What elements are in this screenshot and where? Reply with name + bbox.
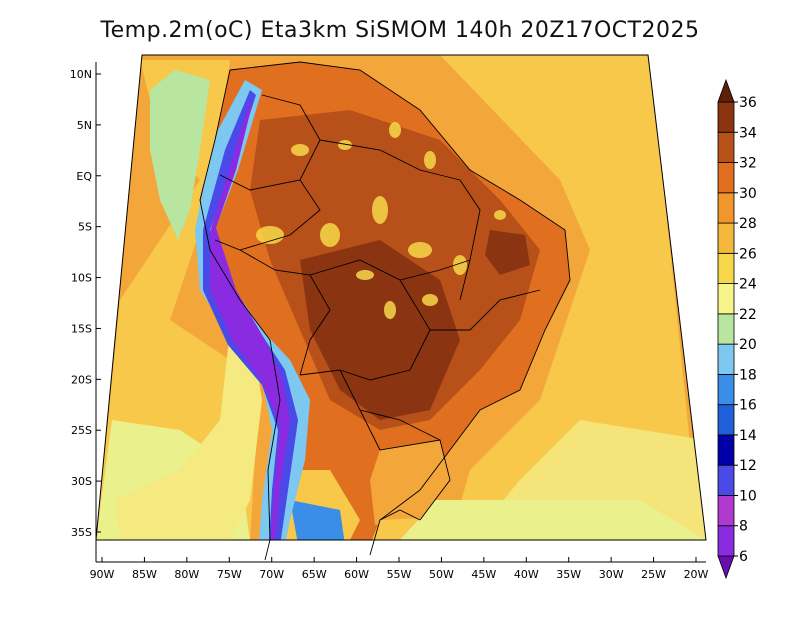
colorbar-label: 26 [739,246,757,262]
south-brazil-cool [370,440,450,525]
colorbar-label: 28 [739,216,757,232]
colorbar-swatch [717,252,735,284]
colorbar-label: 24 [739,277,757,293]
pacific-mild-band [96,60,260,540]
colorbar-label: 20 [739,337,757,353]
lat-tick-label: 5N [77,119,92,132]
lon-tick-label: 35W [556,568,581,581]
colorbar-swatch [717,464,735,496]
colorbar: 6 8 10 12 14 16 18 20 22 24 26 28 30 32 34 36 [717,78,757,580]
colorbar-swatch [717,434,735,466]
lon-tick-label: 40W [514,568,539,581]
colorbar-label: 16 [739,398,757,414]
uruguay-cool [370,518,420,540]
latitude-axis: 10N 5N EQ 5S 10S 15S 20S 25S 30S 35S [70,68,101,539]
lat-tick-label: 5S [78,221,92,234]
lat-tick-label: 20S [71,373,92,386]
colorbar-label: 36 [739,95,757,111]
country-borders [199,61,571,561]
colorbar-swatch [717,495,735,527]
lat-tick-label: 15S [71,322,92,335]
lat-tick-label: 10N [70,68,92,81]
colorbar-label: 22 [739,307,757,323]
colorbar-label: 12 [739,458,757,474]
lon-tick-label: 45W [471,568,496,581]
colorbar-swatch [717,101,735,133]
lon-tick-label: 25W [641,568,666,581]
northeast-hottest-region [485,230,530,275]
colorbar-swatch [717,373,735,406]
colorbar-swatch [717,162,735,194]
colorbar-swatch [717,343,735,375]
lon-tick-label: 65W [302,568,327,581]
lon-tick-label: 85W [132,568,157,581]
map-title: Temp.2m(oC) Eta3km SiSMOM 140h 20Z17OCT2… [100,18,700,43]
lat-tick-label: 25S [71,424,92,437]
colorbar-swatch [717,313,735,345]
colorbar-label: 8 [739,519,748,535]
colorbar-swatch [717,525,735,557]
lat-tick-label: 10S [71,272,92,285]
lon-tick-label: 70W [259,568,284,581]
hot-spot-patches [256,122,506,319]
south-atlantic-cooler [400,500,706,540]
patagonia-cool [290,500,345,540]
lat-tick-label: 30S [71,475,92,488]
lon-tick-label: 20W [684,568,709,581]
map-frame [95,54,707,541]
colorbar-swatch [717,404,735,436]
lon-tick-label: 80W [174,568,199,581]
colorbar-label: 6 [739,549,748,565]
lat-tick-label: EQ [76,170,92,183]
lon-tick-label: 50W [429,568,454,581]
colorbar-swatch [717,222,735,254]
interior-hottest-region [300,240,460,420]
lon-tick-label: 60W [344,568,369,581]
lon-tick-label: 30W [599,568,624,581]
pacific-green-coast [150,70,210,240]
colorbar-swatch [717,283,735,315]
andes-coldest-band [210,100,290,540]
colorbar-label: 10 [739,488,757,504]
lon-tick-label: 55W [387,568,412,581]
lon-tick-label: 75W [217,568,242,581]
colorbar-label: 30 [739,186,757,202]
colorbar-label: 18 [739,367,757,383]
colorbar-max-triangle [717,78,735,103]
longitude-axis: 90W 85W 80W 75W 70W 65W 60W 55W 50W 45W 40W 35W 30W 2… [90,557,709,581]
colorbar-swatch [717,131,735,163]
colorbar-label: 34 [739,125,757,141]
colorbar-swatch [717,192,735,224]
colorbar-min-triangle [717,555,735,580]
lat-tick-label: 35S [71,526,92,539]
atlantic-mild-band [440,55,700,540]
colorbar-label: 14 [739,428,757,444]
colorbar-label: 32 [739,156,757,172]
map-field [96,55,706,540]
lon-tick-label: 90W [90,568,115,581]
